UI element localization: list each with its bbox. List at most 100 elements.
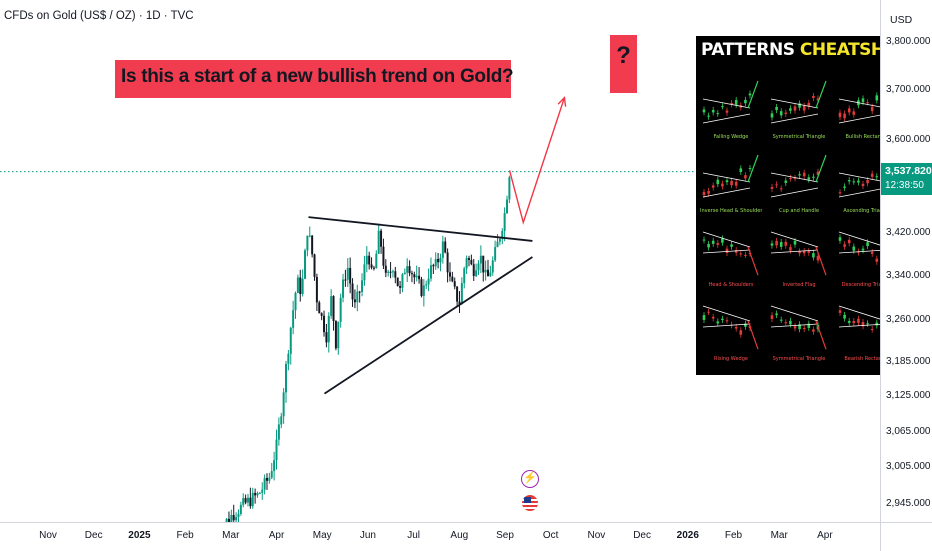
candle-body bbox=[432, 265, 435, 267]
candle-body bbox=[351, 283, 354, 300]
candle-body bbox=[313, 254, 316, 277]
candle-body bbox=[427, 278, 430, 285]
candle-body bbox=[258, 492, 261, 494]
candle-body bbox=[451, 276, 454, 282]
cheatsheet-title-main: PATTERNS bbox=[701, 40, 795, 60]
candle-body bbox=[410, 273, 413, 275]
candle-body bbox=[363, 264, 366, 281]
candle-body bbox=[448, 272, 451, 277]
pattern-label: Inverted Flag bbox=[782, 282, 816, 288]
candle-body bbox=[372, 267, 375, 269]
currency-label[interactable]: USD bbox=[890, 14, 913, 26]
candle-body bbox=[361, 280, 364, 292]
price-tick-label: 3,340.000 bbox=[886, 269, 931, 281]
candle-body bbox=[334, 320, 337, 349]
candle-body bbox=[382, 246, 385, 266]
us-flag-event-icon[interactable] bbox=[521, 494, 539, 512]
price-chart[interactable] bbox=[0, 0, 880, 522]
candle-body bbox=[441, 241, 444, 258]
candle-body bbox=[380, 230, 383, 247]
candle-body bbox=[308, 235, 311, 237]
candle-body bbox=[453, 281, 456, 287]
pattern-thumbnail bbox=[700, 220, 762, 280]
pattern-diagram bbox=[702, 80, 759, 124]
time-tick-label: Mar bbox=[222, 530, 240, 541]
pattern-diagram bbox=[838, 231, 880, 265]
pattern-label: Symmetrical Triangle bbox=[772, 134, 826, 140]
time-tick-label: Sep bbox=[496, 530, 514, 541]
candle-body bbox=[225, 518, 228, 522]
candle-body bbox=[496, 241, 499, 248]
candle-body bbox=[346, 267, 349, 280]
candle-body bbox=[261, 489, 264, 493]
pattern-thumbnail bbox=[768, 294, 830, 354]
time-tick-label: Jun bbox=[359, 530, 376, 541]
pattern-label: Bearish Rectangle bbox=[844, 356, 880, 362]
pattern-diagram bbox=[702, 154, 759, 199]
candle-body bbox=[277, 424, 280, 440]
pattern-label: Falling Wedge bbox=[713, 134, 749, 140]
candle-body bbox=[280, 416, 283, 425]
candle-body bbox=[353, 299, 356, 303]
time-tick-label: Apr bbox=[817, 530, 833, 541]
candle-body bbox=[294, 292, 297, 311]
candle-body bbox=[467, 258, 470, 260]
candle-body bbox=[396, 277, 399, 286]
pattern-thumbnail bbox=[836, 294, 880, 354]
candle-body bbox=[358, 291, 361, 293]
trendline-upper bbox=[308, 216, 533, 242]
time-axis[interactable] bbox=[0, 522, 880, 551]
candle-body bbox=[494, 247, 497, 261]
cheatsheet-title-accent: CHEATSHEET bbox=[799, 40, 880, 60]
candle-body bbox=[413, 274, 416, 278]
last-price-value: 3,537.820 bbox=[885, 165, 932, 177]
candle-body bbox=[246, 497, 249, 503]
time-tick-label: Dec bbox=[84, 530, 103, 541]
pattern-thumbnail bbox=[700, 294, 762, 354]
candle-body bbox=[418, 275, 421, 280]
projection-arrow bbox=[508, 97, 566, 225]
candle-body bbox=[503, 213, 506, 231]
time-tick-label: Nov bbox=[587, 530, 606, 541]
candle-body bbox=[446, 252, 449, 273]
candle-body bbox=[460, 283, 463, 305]
candle-body bbox=[491, 260, 494, 273]
pattern-thumbnail bbox=[768, 72, 830, 132]
candle-body bbox=[344, 279, 347, 281]
candle-body bbox=[401, 274, 404, 288]
candle-body bbox=[306, 235, 309, 251]
candle-body bbox=[501, 230, 504, 239]
price-axis[interactable] bbox=[880, 0, 932, 522]
candle-body bbox=[282, 392, 285, 417]
candle-body bbox=[239, 504, 242, 514]
candle-body bbox=[420, 279, 423, 296]
price-tick-label: 3,700.000 bbox=[886, 84, 931, 96]
axis-corner[interactable] bbox=[880, 522, 932, 551]
price-tick-label: 3,005.000 bbox=[886, 461, 931, 473]
price-tick-label: 3,185.000 bbox=[886, 356, 931, 367]
pattern-thumbnail bbox=[836, 72, 880, 132]
candle-body bbox=[406, 266, 409, 273]
pattern-thumbnail bbox=[768, 220, 830, 280]
candle-body bbox=[463, 268, 466, 284]
question-banner bbox=[115, 60, 511, 98]
candle-body bbox=[285, 363, 288, 393]
candle-body bbox=[342, 279, 345, 298]
time-tick-label: Dec bbox=[633, 530, 651, 541]
pattern-diagram bbox=[770, 305, 827, 350]
candle-body bbox=[349, 267, 352, 284]
candle-body bbox=[289, 327, 292, 354]
candle-body bbox=[484, 269, 487, 273]
candle-body bbox=[339, 297, 342, 322]
pattern-thumbnail bbox=[700, 72, 762, 132]
candle-body bbox=[230, 514, 233, 522]
time-tick-label: Feb bbox=[176, 530, 194, 541]
pattern-diagram bbox=[838, 92, 880, 124]
lightning-event-icon[interactable]: ⚡ bbox=[521, 470, 539, 488]
candle-body bbox=[327, 315, 330, 343]
pattern-label: Inverse Head & Shoulders bbox=[700, 208, 762, 214]
candle-body bbox=[301, 278, 304, 294]
candle-body bbox=[387, 271, 390, 273]
candle-body bbox=[332, 296, 335, 321]
